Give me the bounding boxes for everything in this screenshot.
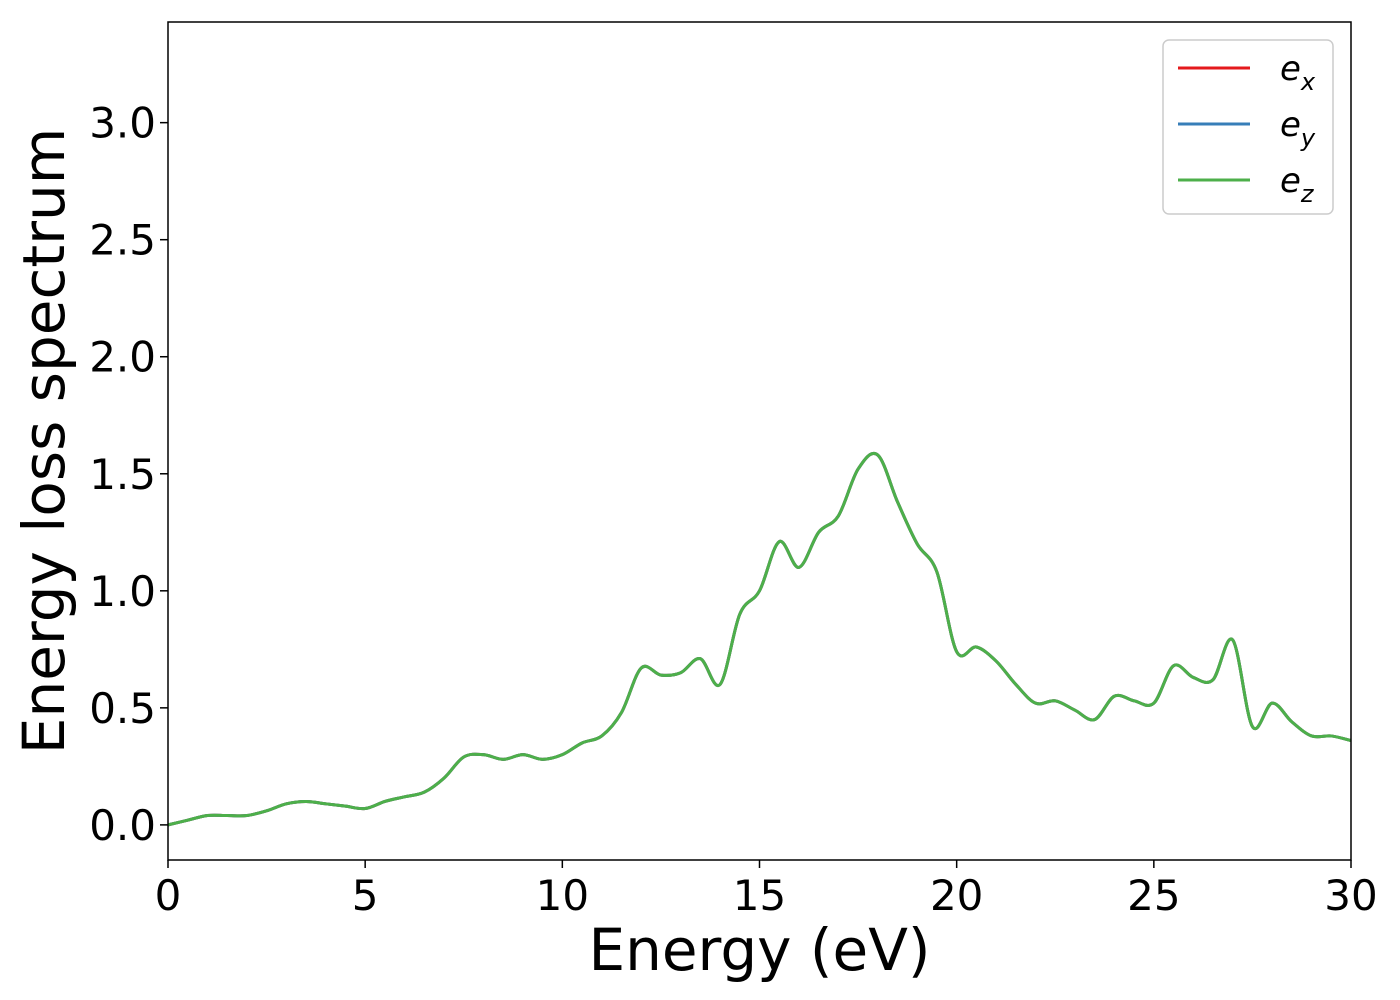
x-tick-label: 20 (930, 871, 983, 920)
legend-label-e_z: ez (1280, 161, 1315, 208)
x-tick-label: 30 (1324, 871, 1377, 920)
y-tick-label: 1.0 (89, 567, 156, 616)
x-axis: 0 5 10 15 20 25 30 (155, 860, 1378, 920)
y-axis: 0.0 0.5 1.0 1.5 2.0 2.5 3.0 (89, 99, 168, 850)
x-tick-label: 0 (155, 871, 182, 920)
y-tick-label: 0.5 (89, 684, 156, 733)
y-axis-title: Energy loss spectrum (10, 128, 78, 754)
y-tick-label: 2.0 (89, 333, 156, 382)
legend-label-subscript: x (1300, 68, 1316, 96)
x-tick-label: 10 (536, 871, 589, 920)
x-tick-label: 15 (733, 871, 786, 920)
x-tick-label: 5 (352, 871, 379, 920)
y-tick-label: 2.5 (89, 216, 156, 265)
y-tick-label: 1.5 (89, 450, 156, 499)
legend-label-base: e (1280, 49, 1301, 89)
y-tick-label: 0.0 (89, 801, 156, 850)
legend-label-base: e (1280, 161, 1301, 201)
legend-label-e_y: ey (1280, 105, 1316, 152)
series-line-e_x (167, 452, 1352, 827)
legend-label-subscript: y (1300, 124, 1316, 152)
series-line-e_y (167, 452, 1352, 827)
legend-label-e_x: ex (1280, 49, 1316, 96)
legend-box (1162, 39, 1334, 215)
x-axis-title: Energy (eV) (588, 916, 930, 984)
legend-label-subscript: z (1300, 180, 1315, 208)
series-line-e_z (167, 452, 1352, 827)
y-tick-label: 3.0 (89, 99, 156, 148)
x-tick-label: 25 (1127, 871, 1180, 920)
legend-label-base: e (1280, 105, 1301, 145)
